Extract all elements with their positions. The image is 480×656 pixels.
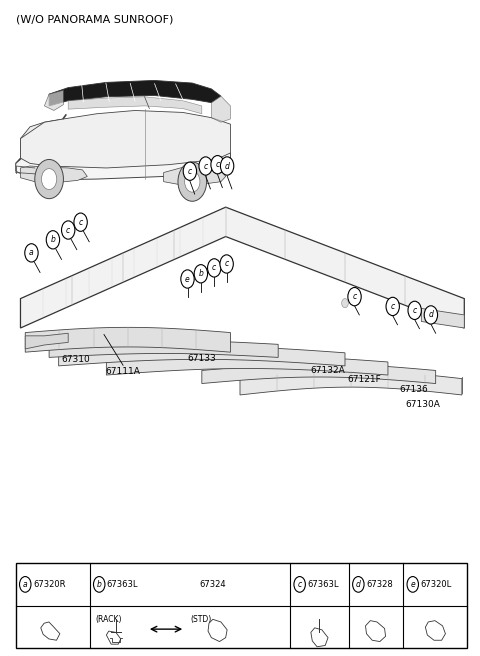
Polygon shape [202,364,436,384]
Text: b: b [50,236,55,244]
Circle shape [61,221,75,239]
Polygon shape [21,207,464,328]
Text: 67132A: 67132A [310,366,345,375]
Circle shape [408,301,421,319]
Text: b: b [97,580,102,589]
Polygon shape [21,110,230,168]
Circle shape [185,171,200,192]
Polygon shape [421,308,464,328]
Text: 67363L: 67363L [307,580,339,589]
Circle shape [25,244,38,262]
Text: a: a [29,249,34,257]
Text: d: d [429,310,433,319]
Circle shape [220,255,233,273]
Circle shape [386,297,399,316]
Polygon shape [49,340,278,358]
Circle shape [178,162,206,201]
Polygon shape [25,327,230,352]
Text: e: e [185,274,190,283]
Text: 67320L: 67320L [420,580,452,589]
Text: c: c [188,167,192,176]
Text: d: d [225,161,229,171]
Text: 67320R: 67320R [33,580,65,589]
Text: a: a [23,580,27,589]
Circle shape [342,298,348,308]
Text: d: d [356,580,361,589]
Text: c: c [412,306,417,315]
Circle shape [194,264,207,283]
Polygon shape [21,166,87,182]
Polygon shape [107,356,388,375]
Polygon shape [211,96,230,122]
Text: c: c [216,160,220,169]
Text: e: e [410,580,415,589]
Text: 67130A: 67130A [406,400,441,409]
Text: c: c [66,226,71,234]
Text: (STD): (STD) [190,615,211,624]
Polygon shape [44,91,63,110]
Circle shape [20,577,31,592]
Circle shape [211,155,224,174]
Text: c: c [204,161,208,171]
Circle shape [46,231,60,249]
Circle shape [35,159,63,199]
Polygon shape [68,96,202,113]
Text: 67136: 67136 [400,385,429,394]
Text: c: c [298,580,302,589]
Circle shape [41,169,57,190]
Text: 67363L: 67363L [107,580,138,589]
Circle shape [207,258,221,277]
Text: c: c [391,302,395,311]
Text: b: b [198,269,204,278]
Circle shape [181,270,194,288]
Circle shape [94,577,105,592]
Text: 67324: 67324 [199,580,226,589]
Polygon shape [240,371,462,395]
Text: c: c [79,218,83,227]
Circle shape [424,306,438,324]
Circle shape [74,213,87,232]
Text: c: c [225,260,229,268]
Text: 67111A: 67111A [106,367,141,376]
Polygon shape [49,81,221,106]
Polygon shape [16,119,63,163]
Text: (W/O PANORAMA SUNROOF): (W/O PANORAMA SUNROOF) [16,14,173,24]
Circle shape [348,287,361,306]
Text: 67121F: 67121F [347,375,381,384]
Text: 67310: 67310 [61,356,90,365]
Polygon shape [59,346,345,366]
Text: 67328: 67328 [366,580,393,589]
Circle shape [353,577,364,592]
Circle shape [220,157,234,175]
Text: 67133: 67133 [188,354,216,363]
Text: c: c [212,264,216,272]
Circle shape [199,157,212,175]
Circle shape [183,162,197,180]
Text: c: c [352,292,357,301]
Polygon shape [25,333,68,349]
Circle shape [407,577,419,592]
Polygon shape [16,150,230,180]
Circle shape [294,577,305,592]
Text: (RACK): (RACK) [96,615,122,624]
Polygon shape [164,167,226,184]
